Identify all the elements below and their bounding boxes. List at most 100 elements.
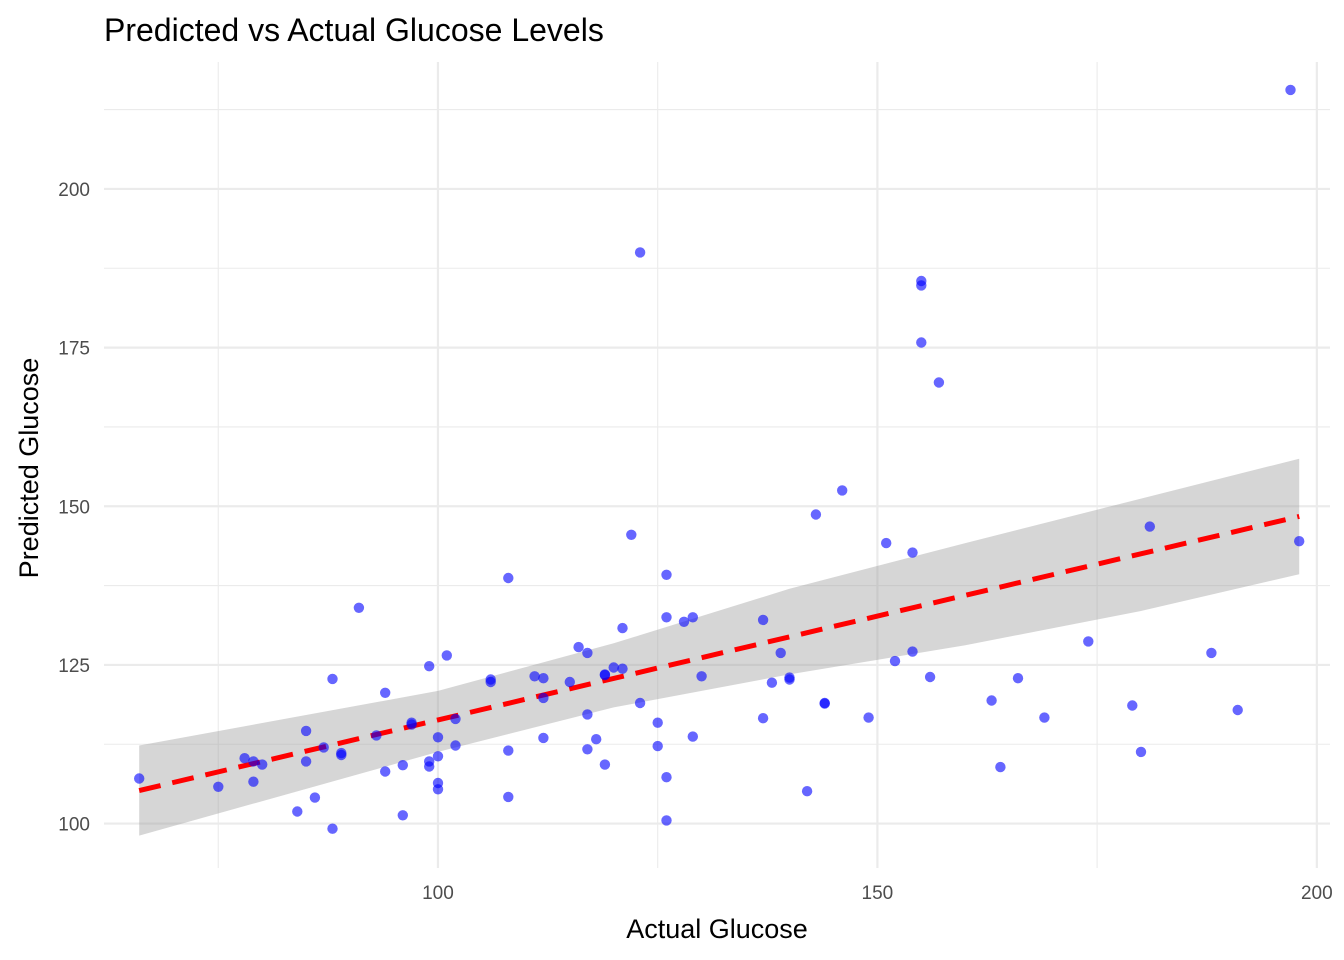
data-point [784, 674, 795, 685]
data-point [863, 712, 874, 723]
data-point [529, 671, 540, 682]
x-axis-title: Actual Glucose [626, 914, 808, 944]
data-point [687, 731, 698, 742]
data-point [582, 647, 593, 659]
data-point [1135, 746, 1147, 758]
data-point [432, 784, 444, 795]
y-axis-tick-labels: 100 125 150 175 200 [58, 180, 90, 836]
x-tick-label: 200 [1301, 883, 1333, 904]
data-point [538, 692, 549, 704]
data-point [582, 709, 593, 720]
data-point [503, 572, 514, 584]
data-point [300, 725, 312, 737]
data-point [995, 761, 1006, 773]
data-point [380, 766, 391, 777]
data-point [757, 713, 769, 724]
data-point [582, 744, 593, 755]
data-point [424, 661, 435, 672]
data-point [652, 740, 663, 752]
data-points [134, 84, 1305, 834]
data-point [617, 663, 628, 674]
data-point [1294, 536, 1305, 547]
data-point [573, 641, 584, 653]
data-point [837, 485, 848, 496]
data-point [1144, 521, 1156, 532]
data-point [801, 786, 813, 797]
confidence-band-layer [139, 458, 1300, 836]
data-point [336, 747, 347, 759]
data-point [371, 730, 382, 741]
data-point [626, 529, 637, 540]
major-gridlines [104, 62, 1330, 868]
x-axis-tick-labels: 100 150 200 [422, 883, 1333, 904]
data-point [687, 612, 698, 623]
trend-line [138, 513, 1300, 794]
data-point [397, 760, 408, 771]
data-point [661, 569, 672, 580]
data-point [309, 792, 321, 803]
data-point [485, 676, 496, 688]
trend-line-layer [138, 513, 1300, 794]
data-point [924, 671, 936, 683]
data-point [916, 280, 927, 291]
data-point [564, 676, 575, 688]
data-point [599, 669, 611, 681]
y-tick-label: 150 [58, 497, 90, 518]
data-point [503, 791, 514, 803]
data-point [634, 247, 646, 258]
minor-gridlines [104, 62, 1330, 868]
data-point [617, 622, 628, 634]
data-point [432, 732, 444, 743]
chart-title: Predicted vs Actual Glucose Levels [104, 12, 604, 48]
data-point [819, 698, 830, 709]
data-point [634, 697, 646, 709]
data-point [300, 756, 312, 767]
data-point [1083, 636, 1094, 647]
data-point [933, 377, 945, 388]
data-point [696, 671, 707, 682]
data-point [907, 547, 918, 558]
data-point [248, 756, 259, 767]
data-point [248, 776, 259, 787]
data-point [257, 759, 268, 770]
data-point [1012, 673, 1024, 684]
data-point [661, 815, 672, 826]
data-point [1206, 647, 1217, 659]
data-point [432, 751, 444, 762]
data-point [503, 745, 514, 756]
data-point [424, 761, 435, 772]
data-point [661, 612, 672, 623]
data-point [450, 713, 461, 725]
data-point [591, 734, 602, 745]
data-point [397, 810, 408, 821]
data-point [327, 673, 338, 685]
data-point [599, 759, 611, 770]
x-tick-label: 100 [422, 883, 454, 904]
data-point [239, 753, 250, 764]
data-point [775, 647, 786, 659]
data-point [766, 677, 778, 688]
y-tick-label: 125 [58, 656, 90, 677]
data-point [889, 655, 901, 667]
confidence-band [139, 458, 1300, 836]
data-point [318, 742, 329, 753]
data-point [538, 673, 549, 684]
y-tick-label: 100 [58, 815, 90, 836]
y-axis-title: Predicted Glucose [14, 358, 44, 579]
data-point [380, 687, 391, 698]
data-point [441, 650, 452, 661]
data-point [292, 806, 303, 817]
data-point [1285, 84, 1296, 96]
data-point [810, 509, 822, 520]
x-tick-label: 150 [862, 883, 894, 904]
data-point [134, 773, 145, 784]
data-point [1039, 712, 1050, 723]
data-point [353, 602, 365, 613]
data-point [608, 662, 619, 673]
data-point [652, 717, 663, 728]
data-point [538, 732, 549, 744]
data-point [1127, 700, 1138, 711]
data-point [1232, 704, 1243, 716]
data-point [986, 695, 997, 706]
